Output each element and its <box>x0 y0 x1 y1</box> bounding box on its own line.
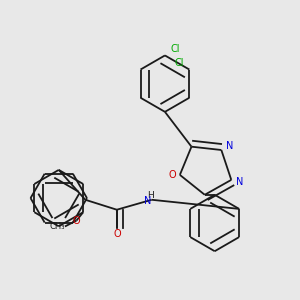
Text: N: N <box>144 196 151 206</box>
Text: CH₃: CH₃ <box>50 222 65 231</box>
Text: N: N <box>226 141 233 151</box>
Text: O: O <box>72 215 80 226</box>
Text: O: O <box>113 229 121 239</box>
Text: Cl: Cl <box>170 44 180 54</box>
Text: H: H <box>148 191 154 200</box>
Text: Cl: Cl <box>175 58 184 68</box>
Text: O: O <box>169 170 176 180</box>
Text: N: N <box>236 176 243 187</box>
